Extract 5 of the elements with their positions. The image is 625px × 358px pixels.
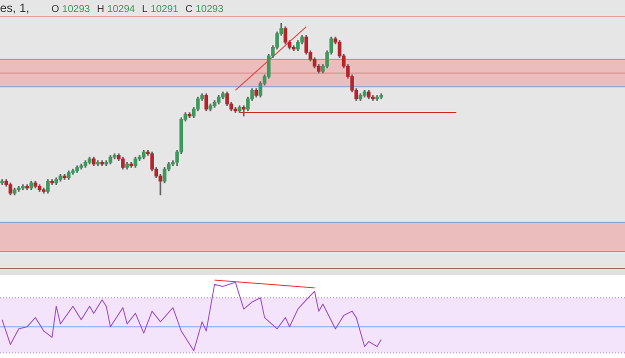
text: C 10293 [185,4,224,15]
text: O 10293 [51,4,90,15]
chart-title: es, 1, [0,1,30,15]
text: L 10291 [142,4,178,15]
text: H 10294 [96,4,135,15]
